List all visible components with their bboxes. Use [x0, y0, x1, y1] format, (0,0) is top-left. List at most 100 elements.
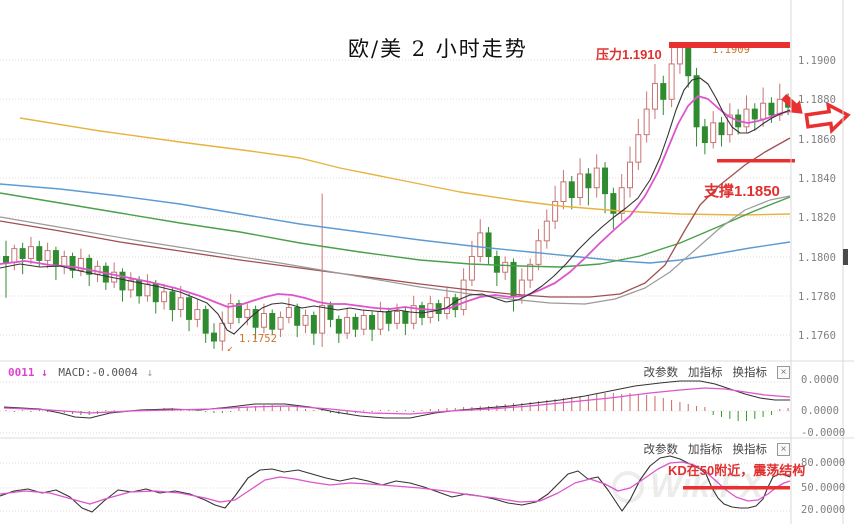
- candle-body: [369, 314, 376, 330]
- candle-body: [327, 305, 334, 320]
- candle-body: [660, 83, 667, 100]
- candle-body: [119, 271, 126, 291]
- kd-50-line: [683, 486, 790, 490]
- macd-axis-label: 0.0000: [801, 374, 839, 386]
- add-indicator-button[interactable]: 加指标: [688, 444, 723, 456]
- switch-indicator-button[interactable]: 换指标: [732, 444, 768, 456]
- candle-body: [701, 126, 708, 144]
- price-axis-label: 1.1840: [798, 173, 836, 185]
- down-arrow-icon: ↓: [41, 366, 48, 379]
- candle-body: [718, 122, 725, 136]
- change-params-button[interactable]: 改参数: [643, 367, 679, 379]
- candle-body: [202, 309, 209, 334]
- macd-toolbar: 改参数 加指标 换指标 ×: [643, 364, 790, 380]
- candle-body: [560, 181, 567, 202]
- candle-body: [344, 316, 351, 334]
- candle-body: [186, 297, 193, 320]
- candle-body: [269, 312, 276, 330]
- candle-body: [635, 134, 642, 163]
- price-axis-label: 1.1860: [798, 134, 836, 146]
- ma-line-magenta: [0, 95, 791, 311]
- candle-body: [743, 108, 750, 128]
- resistance-line: [669, 42, 790, 48]
- candle-body: [86, 257, 93, 275]
- price-axis-label: 1.1800: [798, 252, 836, 264]
- candle-body: [77, 257, 84, 271]
- candle-body: [219, 322, 226, 342]
- price-axis-label: 1.1780: [798, 291, 836, 303]
- candle-body: [419, 305, 425, 318]
- close-macd-panel-button[interactable]: ×: [777, 365, 790, 379]
- candle-body: [19, 248, 26, 259]
- candle-body: [244, 309, 251, 318]
- candle-body: [211, 332, 217, 342]
- candle-body: [452, 297, 459, 311]
- candle-body: [394, 311, 401, 324]
- session-low-label: 1.1752: [239, 333, 277, 345]
- candle-body: [319, 305, 326, 334]
- low-arrow-icon: ↙: [227, 343, 233, 354]
- candle-body: [760, 102, 767, 120]
- scrollbar-thumb[interactable]: [843, 249, 848, 265]
- candle-body: [302, 314, 309, 326]
- candle-body: [169, 291, 176, 311]
- candle-body: [285, 307, 292, 318]
- trend-arrow-icon: [781, 93, 803, 114]
- candle-body: [593, 167, 600, 189]
- watermark-logo-icon: [612, 470, 644, 503]
- candle-body: [335, 318, 342, 334]
- kd-d-line: [0, 461, 791, 505]
- candle-body: [543, 220, 550, 242]
- candle-body: [27, 246, 34, 259]
- macd-dif-line: [3, 380, 790, 419]
- macd-legend: 0011 ↓ MACD:-0.0004 ↓: [8, 366, 153, 379]
- switch-indicator-button[interactable]: 换指标: [732, 367, 768, 379]
- change-params-button[interactable]: 改参数: [643, 444, 679, 456]
- candle-body: [377, 311, 384, 330]
- kd-axis-label: 50.0000: [801, 482, 845, 494]
- candle-body: [3, 256, 9, 263]
- candle-body: [177, 297, 184, 311]
- candle-body: [618, 187, 625, 214]
- page-title: 欧/美 2 小时走势: [348, 37, 528, 61]
- candle-body: [252, 309, 259, 328]
- candle-body: [277, 316, 284, 330]
- candle-body: [468, 256, 475, 281]
- candle-body: [360, 314, 367, 330]
- add-indicator-button[interactable]: 加指标: [688, 367, 723, 379]
- ma-line-slow-orange: [19, 117, 791, 216]
- candle-body: [460, 279, 467, 311]
- candle-body: [726, 114, 733, 136]
- candle-body: [502, 261, 509, 273]
- candle-body: [44, 250, 51, 261]
- candle-body: [310, 314, 317, 334]
- candle-body: [627, 161, 633, 189]
- candle-body: [651, 83, 658, 110]
- candle-body: [768, 102, 775, 116]
- candle-body: [643, 108, 650, 136]
- support-line: [717, 159, 795, 163]
- price-axis-label: 1.1900: [798, 55, 836, 67]
- down-arrow-icon: ↓: [146, 366, 154, 379]
- candle-body: [527, 263, 534, 281]
- close-kd-panel-button[interactable]: ×: [777, 442, 790, 456]
- candle-body: [227, 303, 234, 324]
- candle-body: [776, 98, 783, 116]
- kd-toolbar: 改参数 加指标 换指标 ×: [643, 441, 790, 457]
- ma-line-blue: [0, 183, 791, 264]
- candle-body: [676, 45, 683, 65]
- candle-body: [552, 200, 559, 222]
- candle-body: [36, 246, 43, 261]
- candle-body: [52, 250, 59, 267]
- candle-body: [602, 167, 609, 195]
- candle-body: [585, 173, 592, 189]
- support-label: 支撑1.1850: [704, 183, 780, 200]
- candle-body: [61, 256, 68, 267]
- candle-body: [260, 312, 267, 328]
- ma-line-gray: [0, 195, 791, 305]
- macd-axis-label: -0.0000: [801, 427, 845, 439]
- candle-body: [751, 108, 758, 120]
- candle-body: [69, 256, 76, 271]
